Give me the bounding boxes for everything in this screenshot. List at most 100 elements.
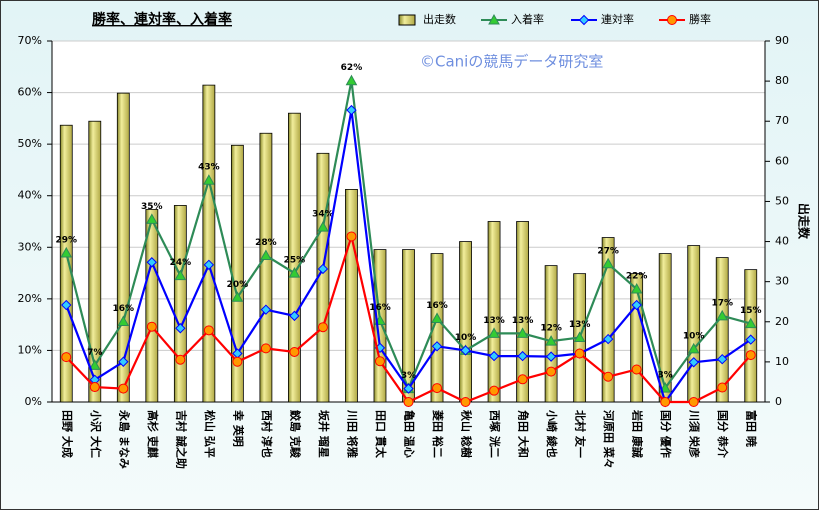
marker <box>61 352 72 363</box>
marker <box>431 312 443 323</box>
marker <box>574 348 585 359</box>
x-tick-label: 角田 大和 <box>517 410 531 458</box>
marker <box>717 382 728 393</box>
x-tick-label: 小沢 大仁 <box>89 409 103 458</box>
x-tick-label: 吉村 誠之助 <box>174 410 188 469</box>
marker <box>317 221 329 232</box>
marker <box>716 309 729 321</box>
marker <box>346 231 357 242</box>
x-tick-label: 幸 英明 <box>231 410 245 447</box>
legend-label: 入着率 <box>511 12 544 26</box>
marker <box>345 74 358 86</box>
marker <box>489 385 500 396</box>
marker <box>118 383 129 394</box>
marker <box>232 356 243 367</box>
marker <box>688 397 699 407</box>
x-tick-label: 川田 将雅 <box>345 409 359 458</box>
y2-axis-label: 出走数 <box>797 203 812 240</box>
data-label: 17% <box>711 298 733 308</box>
y2-tick-label: 30 <box>775 275 789 288</box>
marker <box>631 364 642 375</box>
x-tick-label: 富田 暁 <box>745 410 759 447</box>
marker <box>146 257 158 268</box>
marker <box>231 291 244 302</box>
marker <box>745 334 756 345</box>
y2-tick-label: 0 <box>775 395 782 408</box>
marker <box>667 15 677 25</box>
x-tick-label: 国分 優作 <box>659 410 673 458</box>
bar <box>687 245 701 403</box>
marker <box>288 267 301 278</box>
marker <box>289 310 300 322</box>
y-tick-label: 60% <box>18 86 42 99</box>
data-label: 13% <box>512 316 534 326</box>
marker <box>88 359 101 370</box>
bar <box>173 205 187 403</box>
marker <box>118 356 129 367</box>
marker <box>744 317 757 329</box>
x-tick-label: 西村 淳也 <box>260 410 274 458</box>
marker <box>260 249 272 261</box>
y-tick-label: 50% <box>18 137 42 150</box>
marker <box>488 327 500 338</box>
x-tick-label: 永島 まなみ <box>117 409 131 469</box>
marker <box>631 299 642 311</box>
legend-label: 連対率 <box>601 12 634 26</box>
data-label: 16% <box>426 301 448 311</box>
data-label: 15% <box>740 306 762 316</box>
y-tick-label: 20% <box>18 292 42 305</box>
bar <box>145 209 159 403</box>
data-label: 29% <box>55 235 77 245</box>
marker <box>578 14 590 26</box>
data-label: 62% <box>341 63 363 73</box>
y2-tick-label: 10 <box>775 355 789 368</box>
x-tick-label: 岩田 康誠 <box>631 409 645 458</box>
marker <box>403 397 414 407</box>
y2-tick-label: 50 <box>775 194 789 207</box>
marker <box>545 351 557 362</box>
marker <box>602 257 614 269</box>
marker <box>602 333 614 345</box>
data-label: 13% <box>569 320 591 330</box>
data-label: 34% <box>312 210 334 220</box>
bar <box>88 120 102 403</box>
y2-tick-label: 20 <box>775 315 789 328</box>
x-tick-label: 小崎 綾也 <box>545 409 559 458</box>
marker <box>146 321 157 332</box>
marker <box>175 323 186 334</box>
data-label: 22% <box>626 272 648 282</box>
data-label: 35% <box>141 202 163 212</box>
data-label: 10% <box>455 333 477 343</box>
marker <box>460 397 471 407</box>
marker <box>60 246 73 258</box>
y2-tick-label: 40 <box>775 235 789 248</box>
y2-tick-label: 90 <box>775 34 789 47</box>
data-label: 7% <box>87 348 102 358</box>
marker <box>545 335 557 346</box>
bar <box>288 112 301 403</box>
y-tick-label: 30% <box>18 240 42 253</box>
x-tick-label: 田野 大成 <box>60 410 74 458</box>
x-tick-label: 国分 恭介 <box>716 410 730 459</box>
marker <box>260 304 272 315</box>
marker <box>517 374 528 385</box>
data-label: 24% <box>170 258 192 268</box>
marker <box>688 357 699 368</box>
x-tick-label: 川須 栄彦 <box>688 409 702 458</box>
marker <box>89 382 100 393</box>
data-label: 25% <box>284 256 306 266</box>
marker <box>516 327 529 338</box>
bar <box>544 265 558 403</box>
x-tick-label: 坂井 瑠星 <box>317 410 331 458</box>
x-tick-label: 亀田 温心 <box>403 410 417 458</box>
marker <box>660 397 671 407</box>
marker <box>431 341 443 352</box>
marker <box>573 331 586 343</box>
data-label: 13% <box>483 316 505 326</box>
bar <box>430 253 444 403</box>
marker <box>488 13 500 25</box>
marker <box>203 174 215 185</box>
marker <box>203 259 215 271</box>
marker <box>145 213 158 224</box>
bar <box>601 237 615 403</box>
